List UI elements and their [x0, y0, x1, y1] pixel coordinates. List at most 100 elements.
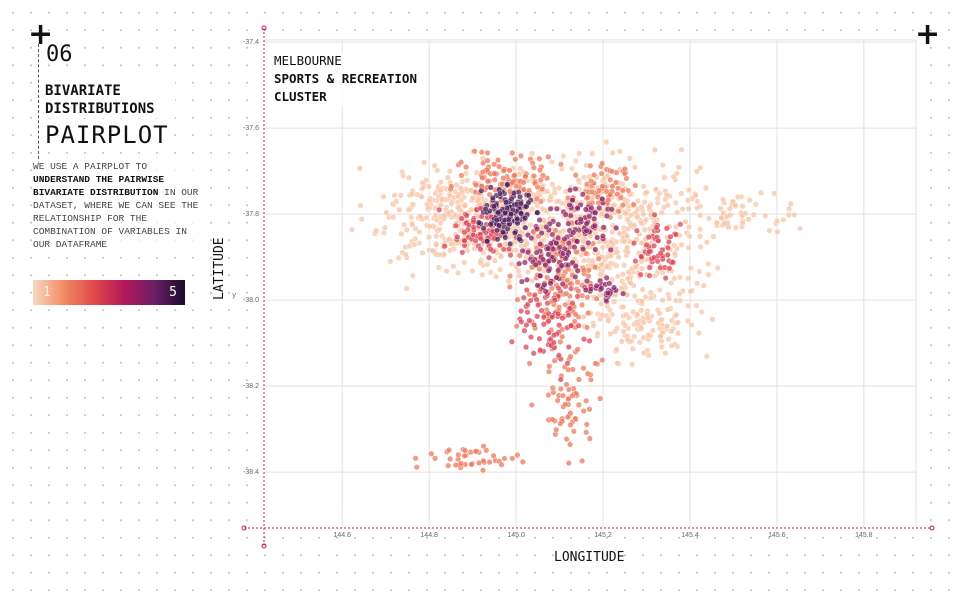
data-point — [568, 165, 575, 172]
data-point — [572, 415, 579, 422]
data-point — [705, 271, 712, 278]
data-point — [549, 314, 556, 321]
data-point — [599, 196, 606, 203]
data-point — [511, 172, 518, 179]
data-point — [582, 206, 589, 213]
data-point — [625, 269, 632, 276]
data-point — [395, 254, 402, 261]
data-point — [505, 278, 512, 285]
data-point — [584, 194, 591, 201]
data-point — [585, 310, 592, 317]
data-point — [500, 246, 507, 253]
data-point — [455, 270, 462, 277]
data-point — [686, 233, 693, 240]
data-point — [705, 261, 712, 268]
data-point — [523, 344, 530, 351]
data-point — [634, 311, 641, 318]
data-point — [580, 267, 587, 274]
data-point — [658, 343, 665, 350]
data-point — [622, 210, 629, 217]
data-point — [542, 288, 549, 295]
data-point — [591, 222, 598, 229]
data-point — [554, 397, 561, 404]
data-point — [397, 192, 404, 199]
data-point — [518, 278, 525, 285]
data-point — [664, 202, 671, 209]
data-point — [609, 149, 616, 156]
data-point — [508, 261, 515, 268]
data-point — [555, 285, 562, 292]
divider — [38, 44, 39, 164]
data-point — [499, 229, 506, 236]
data-point — [455, 451, 462, 458]
data-point — [636, 339, 643, 346]
data-point — [562, 401, 569, 408]
data-point — [598, 300, 605, 307]
data-point — [669, 259, 676, 266]
data-point — [491, 176, 498, 183]
data-point — [537, 347, 544, 354]
data-point — [520, 294, 527, 301]
data-point — [551, 297, 558, 304]
data-point — [671, 275, 678, 282]
data-point — [555, 310, 562, 317]
data-point — [584, 277, 591, 284]
data-point — [655, 320, 662, 327]
data-point — [677, 221, 684, 228]
data-point — [607, 239, 614, 246]
data-point — [433, 241, 440, 248]
data-point — [719, 196, 726, 203]
data-point — [685, 275, 692, 282]
data-point — [516, 236, 523, 243]
data-point — [631, 222, 638, 229]
data-point — [589, 257, 596, 264]
data-point — [739, 203, 746, 210]
data-point — [599, 210, 606, 217]
data-point — [615, 273, 622, 280]
data-point — [559, 280, 566, 287]
data-point — [486, 459, 493, 466]
data-point — [545, 318, 552, 325]
data-point — [714, 265, 721, 272]
data-point — [563, 436, 570, 443]
data-point — [526, 360, 533, 367]
y-tick-label: -37.8 — [243, 211, 259, 218]
data-point — [615, 208, 622, 215]
data-point — [643, 241, 650, 248]
data-point — [739, 220, 746, 227]
data-point — [645, 234, 652, 241]
data-point — [635, 197, 642, 204]
data-point — [666, 265, 673, 272]
data-point — [448, 201, 455, 208]
data-point — [581, 174, 588, 181]
data-point — [572, 273, 579, 280]
data-point — [484, 178, 491, 185]
data-point — [423, 201, 430, 208]
data-point — [571, 244, 578, 251]
data-point — [455, 204, 462, 211]
data-point — [536, 216, 543, 223]
data-point — [575, 288, 582, 295]
data-point — [618, 338, 625, 345]
data-point — [574, 279, 581, 286]
data-point — [516, 260, 523, 267]
data-point — [549, 231, 556, 238]
data-point — [561, 235, 568, 242]
data-point — [463, 212, 470, 219]
data-point — [409, 221, 416, 228]
data-point — [651, 146, 658, 153]
data-point — [459, 249, 466, 256]
data-point — [717, 205, 724, 212]
data-point — [516, 252, 523, 259]
data-point — [557, 161, 564, 168]
data-point — [519, 247, 526, 254]
data-point — [540, 314, 547, 321]
data-point — [630, 201, 637, 208]
data-point — [583, 220, 590, 227]
data-point — [521, 259, 528, 266]
data-point — [620, 290, 627, 297]
data-point — [408, 214, 415, 221]
data-point — [461, 259, 468, 266]
data-point — [483, 447, 490, 454]
data-point — [480, 225, 487, 232]
